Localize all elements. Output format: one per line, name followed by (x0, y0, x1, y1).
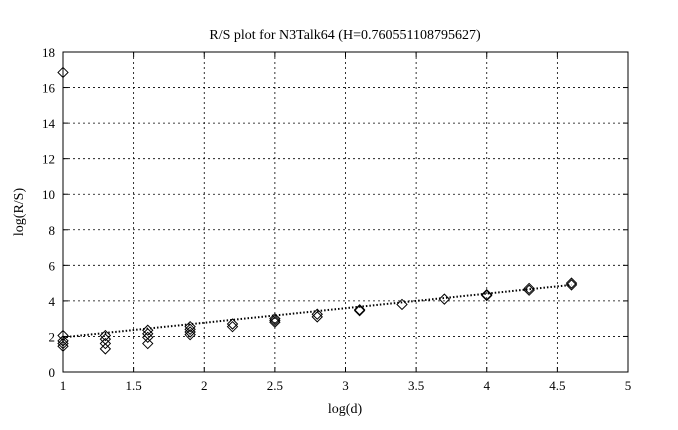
data-point-diamond (142, 331, 154, 344)
x-tick-label: 4.5 (549, 378, 565, 393)
x-tick-label: 1 (60, 378, 67, 393)
data-point-diamond (184, 320, 196, 333)
y-tick-label: 0 (49, 365, 56, 380)
data-point-diamond (353, 304, 366, 316)
y-tick-label: 12 (42, 152, 55, 167)
data-point-diamond (523, 284, 535, 296)
data-point-diamond (565, 279, 578, 291)
y-tick-label: 6 (49, 258, 56, 273)
y-axis-label: log(R/S) (12, 188, 27, 237)
data-point-diamond (99, 337, 112, 350)
data-point-diamond (142, 324, 154, 336)
y-tick-label: 18 (42, 45, 55, 60)
data-point-diamond (226, 320, 239, 333)
data-point-diamond (353, 304, 366, 317)
data-point-diamond (184, 323, 196, 336)
grid-lines (63, 52, 628, 372)
data-point-diamond (269, 316, 281, 328)
data-point-diamond (142, 337, 154, 350)
y-tick-label: 2 (49, 329, 56, 344)
data-point-diamond (523, 282, 535, 295)
x-tick-label: 3.5 (408, 378, 424, 393)
data-point-diamond (481, 288, 493, 301)
y-tick-label: 10 (42, 187, 55, 202)
data-point-diamond (438, 293, 451, 305)
x-axis-label: log(d) (328, 402, 363, 417)
x-tick-label: 4 (484, 378, 491, 393)
chart-title: R/S plot for N3Talk64 (H=0.7605511087956… (209, 28, 481, 43)
x-tick-label: 5 (625, 378, 632, 393)
data-point-diamond (311, 311, 323, 323)
data-point-diamond (184, 326, 196, 338)
x-tick-label: 3 (342, 378, 349, 393)
x-tick-label: 2.5 (267, 378, 283, 393)
data-point-diamond (396, 298, 408, 311)
data-point-diamond (184, 328, 196, 341)
y-tick-label: 8 (49, 223, 56, 238)
y-tick-label: 4 (49, 294, 56, 309)
data-point-diamond (99, 329, 112, 342)
x-axis-ticks: 1 1.5 2 2.5 3 3.5 4 4.5 5 (60, 52, 632, 393)
y-tick-label: 14 (42, 116, 56, 131)
data-point-diamond (99, 343, 112, 355)
x-tick-label: 2 (201, 378, 208, 393)
data-point-diamond (481, 289, 493, 302)
data-point-diamond (565, 277, 578, 289)
x-tick-label: 1.5 (126, 378, 142, 393)
data-point-diamond (226, 318, 239, 330)
y-axis-ticks: 0 2 4 6 8 10 12 14 16 18 (42, 45, 628, 380)
data-point-diamond (269, 312, 281, 325)
y-tick-label: 16 (42, 81, 56, 96)
data-point-diamond (311, 308, 323, 320)
data-point-diamond (269, 314, 281, 327)
